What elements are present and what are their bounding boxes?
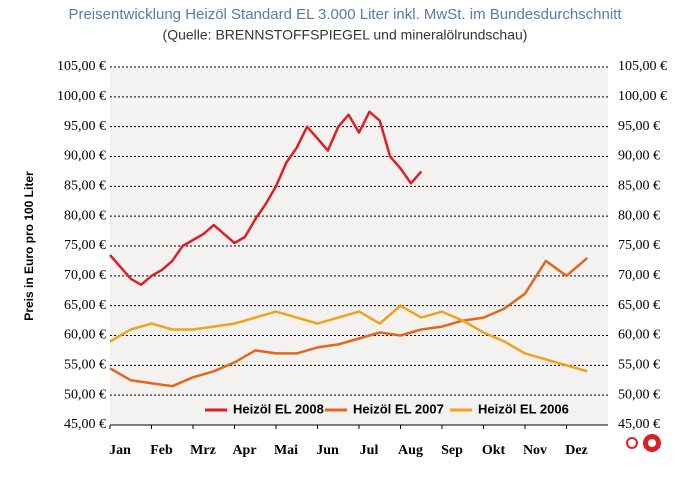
y-tick-label: 65,00 € bbox=[64, 298, 106, 313]
y-tick-label: 45,00 € bbox=[64, 417, 106, 432]
y-tick-label: 100,00 € bbox=[57, 89, 106, 104]
y2-tick-label: 90,00 € bbox=[618, 149, 660, 164]
y2-tick-label: 95,00 € bbox=[618, 119, 660, 134]
x-tick-label: Mrz bbox=[190, 443, 216, 458]
x-tick-label: Nov bbox=[523, 443, 547, 458]
y-tick-label: 105,00 € bbox=[57, 59, 106, 74]
y-axis-label: Preis in Euro pro 100 Liter bbox=[22, 171, 36, 321]
y-tick-label: 55,00 € bbox=[64, 358, 106, 373]
y2-tick-label: 105,00 € bbox=[618, 59, 667, 74]
legend-label: Heizöl EL 2006 bbox=[478, 401, 569, 416]
x-tick-label: Sep bbox=[441, 443, 463, 458]
chart-subtitle: (Quelle: BRENNSTOFFSPIEGEL und mineralöl… bbox=[163, 27, 528, 43]
x-tick-label: Okt bbox=[482, 443, 506, 458]
y2-tick-label: 60,00 € bbox=[618, 328, 660, 343]
logo bbox=[626, 434, 661, 452]
y2-tick-label: 80,00 € bbox=[618, 208, 660, 223]
y-tick-label: 85,00 € bbox=[64, 179, 106, 194]
x-tick-label: Aug bbox=[398, 443, 423, 458]
series-line bbox=[109, 110, 423, 287]
y2-tick-label: 45,00 € bbox=[618, 417, 660, 432]
x-tick-label: Dez bbox=[565, 443, 588, 458]
y2-tick-label: 55,00 € bbox=[618, 358, 660, 373]
x-tick-label: Feb bbox=[150, 443, 173, 458]
series-line bbox=[109, 256, 589, 388]
y-tick-label: 70,00 € bbox=[64, 268, 106, 283]
x-tick-label: Jul bbox=[360, 443, 379, 458]
y2-tick-label: 85,00 € bbox=[618, 179, 660, 194]
x-tick-label: Jan bbox=[109, 443, 131, 458]
y-tick-label: 95,00 € bbox=[64, 119, 106, 134]
y2-tick-label: 100,00 € bbox=[618, 89, 667, 104]
y-tick-label: 90,00 € bbox=[64, 149, 106, 164]
y-tick-label: 60,00 € bbox=[64, 328, 106, 343]
y2-tick-label: 70,00 € bbox=[618, 268, 660, 283]
legend-label: Heizöl EL 2007 bbox=[353, 401, 444, 416]
legend-label: Heizöl EL 2008 bbox=[233, 401, 324, 416]
y2-tick-label: 50,00 € bbox=[618, 387, 660, 402]
y2-tick-label: 75,00 € bbox=[618, 238, 660, 253]
y-tick-label: 80,00 € bbox=[64, 208, 106, 223]
y-tick-label: 75,00 € bbox=[64, 238, 106, 253]
x-tick-label: Mai bbox=[274, 443, 298, 458]
series-line bbox=[109, 304, 588, 373]
chart-title: Preisentwicklung Heizöl Standard EL 3.00… bbox=[68, 6, 622, 23]
y2-tick-label: 65,00 € bbox=[618, 298, 660, 313]
y-tick-label: 50,00 € bbox=[64, 387, 106, 402]
x-tick-label: Apr bbox=[232, 443, 256, 458]
x-tick-label: Jun bbox=[316, 443, 339, 458]
